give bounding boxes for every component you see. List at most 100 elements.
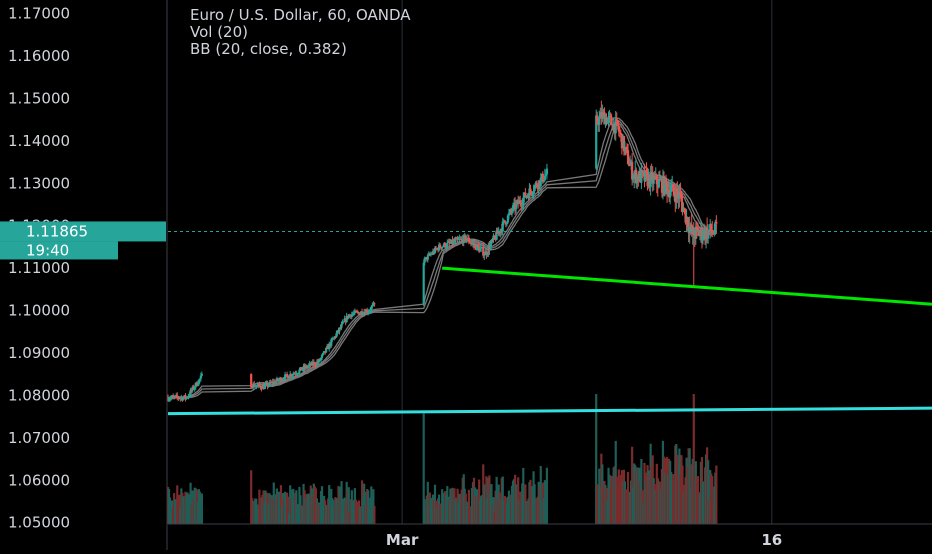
candle — [266, 382, 269, 387]
price-tick-label: 1.09000 — [8, 344, 70, 362]
candle — [350, 314, 353, 317]
candle — [320, 354, 324, 358]
candle — [543, 175, 546, 181]
candle — [609, 115, 612, 118]
time-axis[interactable]: Mar 16 — [168, 523, 932, 549]
countdown-badge — [0, 241, 118, 260]
candle — [314, 365, 317, 367]
candle — [193, 387, 196, 390]
candle — [700, 227, 704, 240]
candle — [274, 381, 277, 384]
candle — [339, 327, 342, 329]
candle — [680, 195, 683, 202]
candle — [542, 180, 545, 182]
candle — [610, 117, 613, 125]
candle — [173, 396, 176, 398]
candle — [640, 170, 643, 183]
candle — [433, 247, 437, 254]
candle — [507, 213, 511, 216]
candle — [442, 246, 445, 248]
candle — [539, 177, 542, 186]
candle — [617, 126, 620, 132]
candle — [541, 173, 544, 182]
candle — [506, 215, 509, 223]
volume-bar — [707, 460, 710, 524]
candle — [250, 374, 253, 388]
candle — [321, 352, 325, 355]
candle — [493, 235, 496, 237]
candle — [366, 310, 369, 313]
candle — [336, 330, 339, 334]
candle — [367, 311, 370, 313]
candle — [614, 119, 617, 134]
candle — [616, 120, 619, 127]
price-tick-label: 1.17000 — [8, 5, 70, 23]
candle — [371, 305, 374, 307]
candle — [167, 399, 171, 401]
candle — [622, 136, 626, 152]
candle — [492, 235, 495, 240]
candle — [701, 237, 705, 240]
candle — [342, 321, 345, 323]
volume-bar — [501, 476, 504, 524]
trend-lines[interactable] — [167, 266, 932, 416]
candle — [486, 253, 489, 256]
candle — [182, 397, 185, 401]
candle — [673, 191, 676, 196]
candle — [490, 239, 493, 244]
volume-bar — [287, 496, 290, 524]
candle — [253, 383, 256, 387]
legend-title: Euro / U.S. Dollar, 60, OANDA — [190, 6, 411, 24]
candle — [531, 193, 534, 195]
candle — [530, 191, 533, 194]
candle — [713, 232, 716, 234]
bollinger-bands — [167, 117, 717, 402]
candle — [598, 116, 601, 125]
candle — [338, 327, 341, 332]
candle — [445, 246, 448, 248]
volume-bar — [467, 489, 470, 524]
current-price-badge — [0, 221, 166, 242]
volume-bar — [373, 505, 376, 524]
candle — [698, 233, 702, 237]
candle — [340, 324, 343, 328]
candle — [423, 258, 426, 263]
candle — [714, 221, 717, 233]
candle — [263, 385, 266, 390]
price-tick-label: 1.13000 — [8, 174, 70, 192]
candle — [449, 242, 452, 244]
candle — [645, 170, 648, 173]
candle — [670, 186, 673, 193]
candle — [430, 254, 434, 256]
candle — [679, 192, 682, 196]
volume-bar — [347, 487, 350, 524]
price-axis[interactable]: 1.170001.160001.150001.140001.130001.120… — [0, 0, 168, 550]
candle — [264, 383, 267, 386]
candle — [300, 367, 303, 371]
candle — [524, 192, 527, 198]
candle — [482, 247, 485, 256]
candle — [683, 208, 686, 210]
candle — [521, 204, 524, 206]
candle — [696, 227, 699, 231]
volume-bar — [715, 465, 718, 524]
candle — [354, 310, 358, 312]
candle — [688, 227, 691, 233]
candle — [681, 201, 684, 212]
price-tick-label: 1.10000 — [8, 302, 70, 320]
candle — [306, 366, 309, 369]
candle — [195, 382, 198, 386]
countdown-label: 19:40 — [26, 241, 69, 259]
candle — [292, 373, 295, 376]
candle — [368, 310, 371, 312]
candle — [176, 395, 179, 398]
volume-bar — [692, 394, 695, 524]
candle — [256, 385, 259, 387]
candle — [255, 385, 258, 387]
candle — [426, 255, 429, 260]
candle — [297, 372, 300, 374]
volume-bar — [545, 467, 549, 524]
candle — [298, 369, 301, 373]
